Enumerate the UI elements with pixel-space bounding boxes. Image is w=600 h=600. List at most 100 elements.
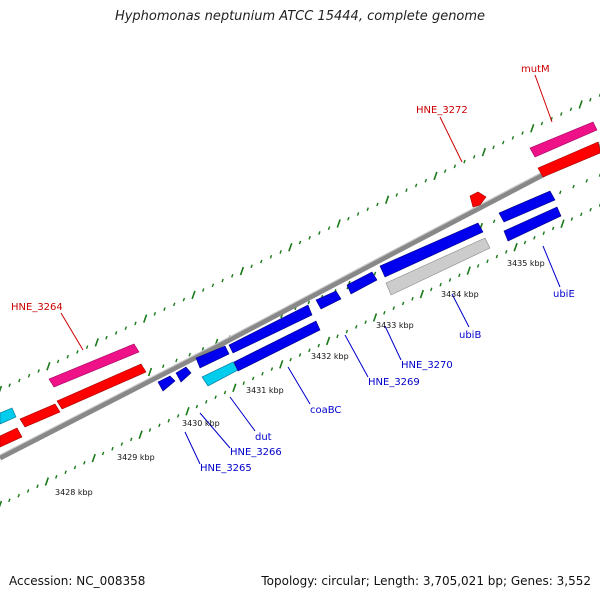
gene-hne3266 bbox=[175, 366, 192, 383]
tick-mark bbox=[91, 453, 96, 463]
tick-mark bbox=[44, 477, 50, 486]
gene-label-hne3269[interactable]: HNE_3269 bbox=[368, 377, 420, 388]
tick-mark bbox=[279, 360, 284, 369]
tick-mark bbox=[101, 451, 105, 456]
tick-mark bbox=[289, 357, 292, 362]
tick-mark bbox=[270, 367, 274, 371]
tick-mark bbox=[27, 373, 31, 378]
gene-red-left-2 bbox=[19, 403, 61, 428]
tick-mark bbox=[298, 353, 302, 357]
tick-mark bbox=[521, 131, 524, 135]
tick-mark bbox=[163, 307, 166, 311]
gene-label-hne3272[interactable]: HNE_3272 bbox=[416, 105, 468, 116]
tick-mark bbox=[589, 207, 592, 212]
tick-mark bbox=[308, 235, 311, 240]
tick-mark bbox=[585, 178, 588, 183]
gene-label-ubib[interactable]: ubiB bbox=[459, 330, 481, 341]
tick-mark bbox=[511, 135, 515, 140]
gene-hne3269 bbox=[315, 290, 342, 310]
gene-blue-right-2 bbox=[503, 206, 562, 242]
tick-mark bbox=[308, 348, 311, 353]
tick-mark bbox=[560, 219, 565, 229]
tick-mark bbox=[453, 164, 457, 169]
tick-mark bbox=[83, 460, 86, 465]
tick-mark bbox=[384, 195, 390, 204]
tick-mark bbox=[466, 266, 471, 275]
tick-mark bbox=[251, 376, 255, 381]
scale-label-3429: 3429 kbp bbox=[117, 453, 155, 462]
tick-mark bbox=[542, 231, 545, 235]
tick-mark bbox=[214, 395, 217, 400]
gene-blue-small-a bbox=[195, 345, 230, 369]
tick-mark bbox=[195, 404, 199, 409]
gene-label-hne3270[interactable]: HNE_3270 bbox=[401, 360, 453, 371]
gene-coabc-1 bbox=[228, 304, 313, 354]
tick-mark bbox=[401, 301, 405, 306]
tick-mark bbox=[279, 250, 282, 254]
tick-mark bbox=[551, 226, 555, 231]
tick-mark bbox=[336, 219, 341, 228]
gene-label-ubie[interactable]: ubiE bbox=[553, 289, 575, 300]
gene-label-dut[interactable]: dut bbox=[255, 432, 272, 443]
tick-mark bbox=[523, 240, 527, 245]
tick-mark bbox=[443, 169, 447, 173]
tick-mark bbox=[502, 140, 505, 145]
tick-mark bbox=[345, 329, 349, 334]
tick-mark bbox=[481, 147, 487, 157]
gene-red-left-3 bbox=[0, 427, 23, 448]
tick-mark bbox=[495, 254, 499, 259]
tick-mark bbox=[492, 219, 496, 224]
gene-coabc-2 bbox=[233, 320, 321, 372]
tick-mark bbox=[85, 345, 89, 350]
tick-mark bbox=[17, 493, 20, 498]
tick-mark bbox=[147, 367, 153, 377]
tick-mark bbox=[260, 259, 263, 264]
gene-label-hne3264[interactable]: HNE_3264 bbox=[11, 302, 63, 313]
tick-mark bbox=[373, 271, 377, 276]
tick-mark bbox=[513, 242, 518, 252]
tick-mark bbox=[73, 465, 77, 470]
leader-lines bbox=[60, 74, 561, 465]
tick-mark bbox=[66, 354, 69, 359]
tick-mark bbox=[172, 302, 176, 307]
tick-mark bbox=[120, 442, 124, 446]
tick-mark bbox=[364, 320, 367, 325]
gene-red-left-1 bbox=[56, 363, 147, 410]
gene-label-mutm[interactable]: mutM bbox=[521, 64, 550, 75]
tick-mark bbox=[114, 331, 118, 335]
tick-mark bbox=[307, 300, 311, 305]
tick-mark bbox=[202, 288, 205, 292]
tick-mark bbox=[185, 406, 190, 416]
tick-mark bbox=[372, 313, 378, 322]
tick-mark bbox=[458, 273, 461, 278]
scale-label-3431: 3431 kbp bbox=[246, 386, 284, 395]
gene-label-coabc[interactable]: coaBC bbox=[310, 405, 341, 416]
tick-mark bbox=[167, 418, 170, 423]
gene-label-hne3265[interactable]: HNE_3265 bbox=[200, 463, 252, 474]
tick-mark bbox=[148, 428, 152, 432]
tick-mark bbox=[221, 278, 224, 283]
gene-dut bbox=[201, 361, 239, 387]
tick-mark bbox=[424, 178, 428, 183]
tick-mark bbox=[355, 325, 358, 329]
tick-mark bbox=[298, 240, 302, 245]
tick-mark bbox=[239, 266, 245, 276]
tick-mark bbox=[347, 216, 350, 221]
gene-ubie bbox=[498, 190, 556, 223]
tick-mark bbox=[182, 297, 186, 302]
tick-mark bbox=[130, 437, 133, 442]
gene-hne3265 bbox=[157, 375, 176, 392]
tick-mark bbox=[530, 124, 535, 133]
tick-mark bbox=[376, 202, 379, 207]
gene-label-hne3266[interactable]: HNE_3266 bbox=[230, 447, 282, 458]
tick-mark bbox=[138, 430, 143, 439]
tick-mark bbox=[560, 112, 563, 116]
scale-label-3432: 3432 kbp bbox=[311, 352, 349, 361]
tick-mark bbox=[366, 207, 369, 212]
gene-hne3270 bbox=[346, 271, 378, 295]
tick-mark bbox=[143, 314, 148, 323]
tick-mark bbox=[250, 264, 253, 269]
tick-mark bbox=[211, 283, 215, 288]
tick-mark bbox=[111, 446, 114, 451]
tick-mark bbox=[578, 100, 583, 109]
